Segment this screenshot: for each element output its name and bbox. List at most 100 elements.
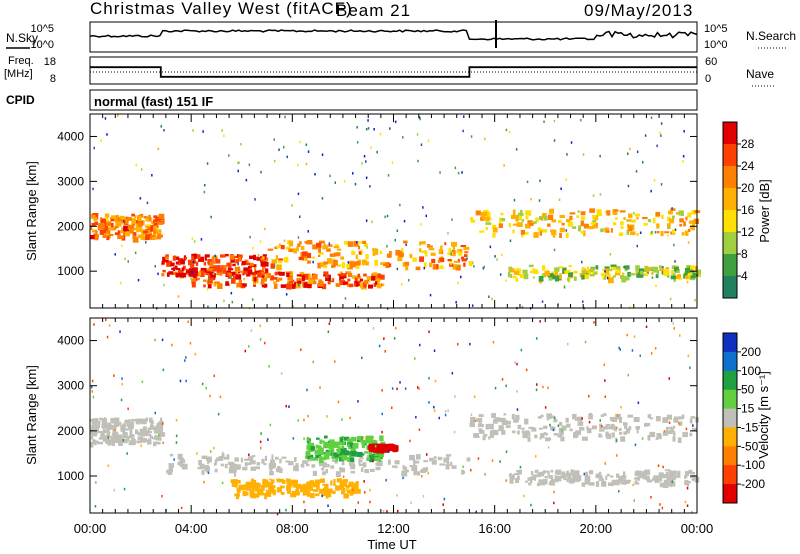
velocity-speckle [442, 503, 444, 506]
power-cell [687, 229, 691, 232]
velocity-cell [663, 479, 670, 483]
power-speckle [264, 227, 266, 231]
velocity-cell [539, 471, 545, 477]
velocity-cell [443, 457, 447, 463]
velocity-cell [498, 425, 504, 432]
power-cell [131, 218, 135, 221]
power-cell [120, 216, 126, 220]
power-cell [193, 253, 197, 259]
velocity-cell [124, 419, 129, 424]
velocity-speckle [627, 373, 629, 377]
velocity-speckle [447, 409, 449, 412]
power-speckle [499, 273, 502, 276]
power-cell [626, 219, 632, 222]
velocity-speckle [357, 501, 359, 504]
velocity-cell [666, 414, 672, 420]
velocity-cell [264, 494, 267, 500]
power-cbar-swatch [723, 144, 737, 167]
velocity-speckle [419, 343, 421, 347]
power-cell [95, 230, 98, 237]
power-cell [649, 266, 654, 271]
power-cell [679, 218, 684, 223]
velocity-cell [548, 475, 553, 479]
power-speckle [367, 127, 370, 130]
power-speckle [635, 170, 638, 173]
power-cell [645, 265, 649, 270]
velocity-cbar-tick-label: 50 [741, 383, 755, 397]
power-speckle [660, 183, 663, 186]
velocity-speckle [161, 422, 164, 425]
velocity-cell [236, 480, 241, 484]
power-cell [428, 247, 435, 251]
velocity-cell [104, 435, 110, 439]
velocity-speckle [634, 443, 637, 446]
power-cell [421, 250, 427, 253]
power-speckle [399, 203, 401, 207]
power-cell [222, 268, 227, 274]
power-speckle [565, 229, 568, 232]
power-cell [297, 243, 301, 247]
power-speckle [473, 265, 475, 268]
power-speckle [139, 197, 142, 200]
power-cell [257, 272, 262, 278]
velocity-cell [588, 414, 593, 420]
velocity-cell [254, 493, 260, 498]
power-speckle [606, 276, 609, 280]
power-speckle [541, 300, 544, 303]
power-cell [623, 217, 626, 220]
velocity-cell [545, 432, 548, 436]
velocity-cell [204, 466, 210, 471]
cpid-frame [89, 89, 698, 111]
velocity-cell [262, 479, 269, 485]
power-speckle [505, 128, 508, 132]
velocity-cell [470, 420, 475, 424]
velocity-cell [349, 454, 352, 458]
power-speckle [297, 163, 299, 167]
power-cell [375, 281, 378, 285]
power-cell [191, 255, 194, 262]
power-cell [161, 273, 165, 277]
velocity-speckle [417, 386, 419, 389]
power-cell [308, 279, 314, 284]
power-cell [424, 251, 428, 257]
power-cell [339, 271, 343, 275]
power-cell [104, 213, 110, 218]
velocity-cell [319, 439, 323, 445]
velocity-cell [114, 417, 120, 424]
velocity-cell [606, 433, 612, 440]
velocity-speckle [673, 327, 675, 330]
velocity-cell [204, 455, 207, 459]
power-cell [196, 254, 201, 259]
velocity-speckle [535, 388, 538, 392]
power-speckle [240, 143, 242, 146]
velocity-cell [250, 493, 256, 499]
power-cell [233, 271, 238, 276]
velocity-cell [634, 480, 638, 485]
velocity-speckle [352, 488, 354, 491]
power-cell [329, 253, 336, 257]
velocity-cell [375, 444, 380, 449]
power-cell [684, 267, 690, 274]
velocity-cell [322, 471, 326, 476]
velocity-cell [232, 467, 237, 473]
power-cell [312, 244, 318, 250]
velocity-cell [135, 429, 139, 435]
power-cell [659, 268, 664, 271]
velocity-cell [242, 485, 248, 489]
power-cell [296, 278, 302, 284]
velocity-cell [224, 463, 228, 469]
velocity-cell [309, 457, 315, 460]
power-cell [580, 216, 586, 220]
power-cell [317, 262, 321, 269]
velocity-cell [312, 489, 319, 492]
velocity-cell [101, 421, 107, 425]
velocity-speckle [588, 394, 590, 398]
velocity-speckle [161, 494, 163, 498]
power-cell [409, 253, 413, 259]
velocity-cell [267, 481, 271, 487]
power-cell [508, 266, 513, 270]
power-cbar-tick-label: 28 [741, 137, 755, 151]
velocity-speckle [395, 326, 397, 330]
power-cell [686, 275, 689, 279]
